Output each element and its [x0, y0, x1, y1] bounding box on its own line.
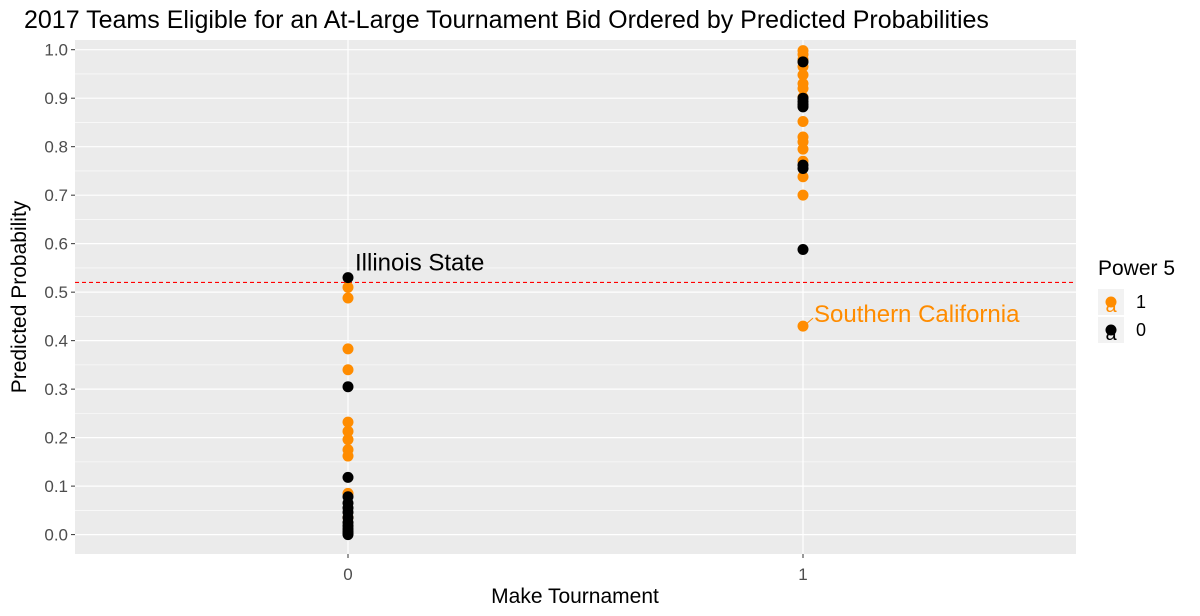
x-tick-label: 0 — [343, 565, 352, 584]
y-tick-label: 1.0 — [44, 41, 68, 60]
annotation-leader — [805, 317, 814, 325]
y-tick-label: 0.1 — [44, 477, 68, 496]
legend: Power 5 a 1a 0 — [1098, 257, 1175, 345]
x-axis-title: Make Tournament — [491, 585, 659, 608]
y-tick-label: 0.8 — [44, 138, 68, 157]
point-annotations: Illinois State Southern California — [355, 250, 1020, 328]
legend-key-glyph: a — [1105, 323, 1117, 345]
data-points — [342, 45, 809, 541]
data-point-power5-1 — [797, 189, 809, 201]
plot-panel — [75, 40, 1076, 554]
data-point-power5-1 — [797, 320, 809, 332]
y-tick-label: 0.9 — [44, 89, 68, 108]
legend-key-point — [1105, 324, 1117, 336]
data-point-power5-0 — [342, 272, 354, 284]
y-tick-label: 0.3 — [44, 380, 68, 399]
data-point-power5-1 — [797, 115, 809, 127]
data-point-power5-1 — [342, 292, 354, 304]
data-point-power5-0 — [342, 471, 354, 483]
y-tick-label: 0.5 — [44, 283, 68, 302]
y-tick-label: 0.6 — [44, 235, 68, 254]
chart-title: 2017 Teams Eligible for an At-Large Tour… — [24, 6, 989, 34]
data-point-power5-1 — [342, 450, 354, 462]
data-point-power5-1 — [797, 171, 809, 183]
data-point-power5-0 — [797, 101, 809, 113]
legend-title: Power 5 — [1098, 257, 1175, 280]
data-point-power5-1 — [342, 425, 354, 437]
axes: 0.0 0.1 0.2 0.3 0.4 0.5 0.6 0.7 0.8 0.9 1.0 0 1 — [44, 41, 807, 584]
y-tick-label: 0.4 — [44, 332, 68, 351]
y-tick-label: 0.7 — [44, 186, 68, 205]
legend-key-point — [1105, 296, 1117, 308]
data-point-power5-1 — [797, 82, 809, 94]
legend-key-glyph: a — [1105, 295, 1117, 317]
grid-lines — [75, 40, 1076, 554]
data-point-power5-1 — [342, 416, 354, 428]
point-annotation: Southern California — [814, 301, 1020, 328]
data-point-power5-0 — [797, 243, 809, 255]
data-point-power5-1 — [797, 69, 809, 81]
data-point-power5-0 — [797, 163, 809, 174]
data-point-power5-1 — [342, 281, 354, 293]
data-point-power5-0 — [342, 529, 354, 541]
y-axis-title: Predicted Probability — [8, 200, 31, 393]
data-point-power5-0 — [797, 56, 809, 68]
data-point-power5-1 — [797, 143, 809, 155]
y-tick-label: 0.0 — [44, 526, 68, 545]
data-point-power5-1 — [342, 434, 354, 446]
point-annotation: Illinois State — [355, 250, 484, 277]
legend-label: 1 — [1136, 292, 1146, 312]
data-point-power5-1 — [342, 364, 354, 376]
data-point-power5-1 — [342, 343, 354, 355]
legend-label: 0 — [1136, 320, 1146, 340]
data-point-power5-0 — [342, 381, 354, 393]
x-tick-label: 1 — [798, 565, 807, 584]
y-tick-label: 0.2 — [44, 429, 68, 448]
